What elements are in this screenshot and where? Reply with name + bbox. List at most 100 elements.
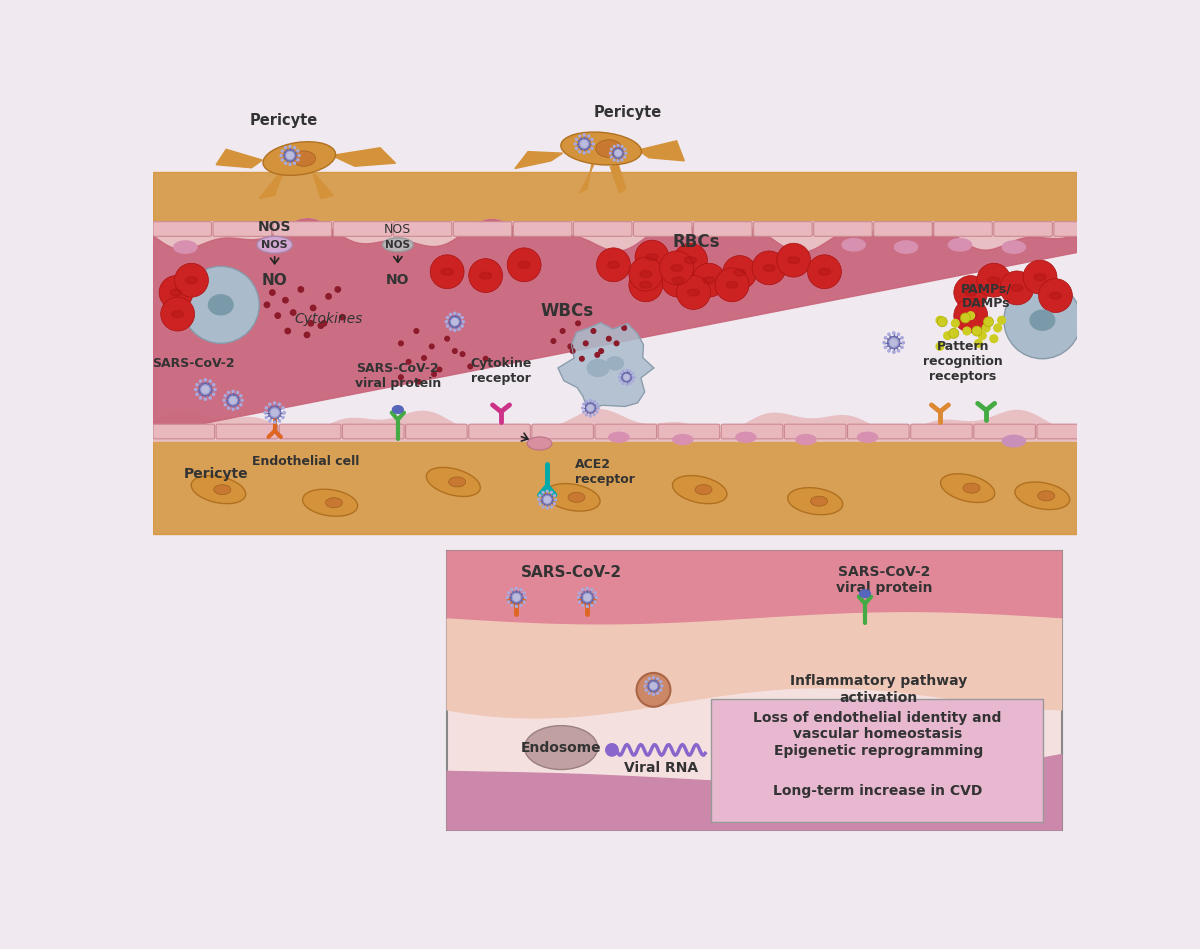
- Ellipse shape: [703, 277, 715, 284]
- Circle shape: [776, 243, 810, 277]
- Circle shape: [625, 369, 628, 371]
- Circle shape: [194, 388, 197, 391]
- Circle shape: [592, 143, 594, 145]
- Circle shape: [614, 341, 619, 345]
- FancyBboxPatch shape: [342, 424, 404, 438]
- Circle shape: [936, 343, 943, 350]
- Circle shape: [462, 321, 464, 323]
- Circle shape: [274, 402, 276, 404]
- FancyBboxPatch shape: [694, 222, 752, 236]
- FancyBboxPatch shape: [532, 424, 594, 438]
- Circle shape: [582, 588, 584, 590]
- Circle shape: [461, 317, 463, 319]
- Circle shape: [508, 248, 541, 282]
- FancyBboxPatch shape: [574, 222, 632, 236]
- Circle shape: [613, 148, 623, 158]
- FancyBboxPatch shape: [394, 222, 451, 236]
- Circle shape: [322, 321, 326, 326]
- FancyBboxPatch shape: [658, 424, 720, 438]
- Circle shape: [593, 414, 595, 416]
- Circle shape: [583, 411, 584, 413]
- Ellipse shape: [191, 475, 246, 504]
- Circle shape: [446, 325, 449, 327]
- Circle shape: [578, 601, 581, 603]
- FancyBboxPatch shape: [874, 222, 932, 236]
- FancyBboxPatch shape: [334, 222, 391, 236]
- Circle shape: [224, 395, 227, 397]
- Circle shape: [575, 139, 577, 140]
- Circle shape: [407, 360, 410, 364]
- Circle shape: [653, 677, 654, 679]
- Polygon shape: [154, 219, 1078, 434]
- Circle shape: [445, 336, 450, 341]
- Ellipse shape: [688, 289, 700, 296]
- Circle shape: [311, 306, 316, 310]
- Circle shape: [212, 383, 215, 386]
- Text: SARS-CoV-2
viral protein: SARS-CoV-2 viral protein: [355, 362, 440, 389]
- FancyBboxPatch shape: [469, 424, 530, 438]
- Ellipse shape: [695, 485, 712, 494]
- Ellipse shape: [302, 489, 358, 516]
- FancyBboxPatch shape: [280, 424, 341, 438]
- Circle shape: [450, 328, 451, 330]
- Circle shape: [461, 352, 464, 357]
- Circle shape: [888, 336, 900, 348]
- Circle shape: [596, 403, 598, 405]
- Circle shape: [450, 316, 461, 327]
- Ellipse shape: [640, 282, 652, 288]
- Circle shape: [269, 419, 271, 422]
- FancyBboxPatch shape: [847, 424, 910, 438]
- Circle shape: [599, 348, 604, 353]
- Ellipse shape: [1050, 292, 1061, 299]
- Circle shape: [318, 323, 324, 328]
- Ellipse shape: [736, 433, 756, 442]
- Circle shape: [983, 325, 990, 332]
- Polygon shape: [515, 152, 563, 169]
- Circle shape: [454, 329, 456, 331]
- Circle shape: [660, 680, 661, 682]
- Circle shape: [432, 372, 437, 377]
- Circle shape: [458, 313, 460, 315]
- Circle shape: [610, 152, 611, 154]
- Circle shape: [883, 342, 886, 344]
- Circle shape: [653, 694, 654, 696]
- Ellipse shape: [965, 289, 977, 296]
- Circle shape: [964, 327, 971, 335]
- Polygon shape: [638, 140, 684, 160]
- Ellipse shape: [392, 406, 403, 414]
- Circle shape: [508, 601, 510, 603]
- Circle shape: [677, 275, 710, 309]
- Circle shape: [281, 150, 283, 152]
- Ellipse shape: [988, 277, 1000, 284]
- Circle shape: [590, 147, 593, 149]
- Circle shape: [461, 317, 463, 319]
- FancyBboxPatch shape: [721, 424, 782, 438]
- Text: Pericyte: Pericyte: [184, 467, 248, 480]
- Circle shape: [196, 393, 198, 396]
- Circle shape: [461, 325, 463, 327]
- Ellipse shape: [214, 485, 230, 494]
- Ellipse shape: [442, 269, 454, 275]
- Circle shape: [752, 251, 786, 285]
- Ellipse shape: [684, 257, 696, 264]
- Circle shape: [596, 248, 630, 282]
- Circle shape: [335, 287, 341, 292]
- Circle shape: [586, 414, 587, 416]
- Circle shape: [160, 275, 193, 309]
- Circle shape: [574, 143, 576, 145]
- Polygon shape: [259, 174, 282, 198]
- Ellipse shape: [186, 277, 198, 284]
- Circle shape: [890, 339, 898, 346]
- Text: SARS-CoV-2: SARS-CoV-2: [521, 565, 623, 580]
- Circle shape: [595, 353, 600, 357]
- Circle shape: [430, 344, 434, 348]
- Circle shape: [241, 400, 244, 401]
- FancyBboxPatch shape: [154, 424, 215, 438]
- Circle shape: [270, 289, 275, 295]
- FancyBboxPatch shape: [514, 222, 572, 236]
- Ellipse shape: [595, 140, 622, 158]
- Circle shape: [661, 685, 662, 687]
- Circle shape: [431, 254, 464, 288]
- Circle shape: [454, 312, 456, 314]
- Text: Endothelial cell: Endothelial cell: [252, 455, 359, 468]
